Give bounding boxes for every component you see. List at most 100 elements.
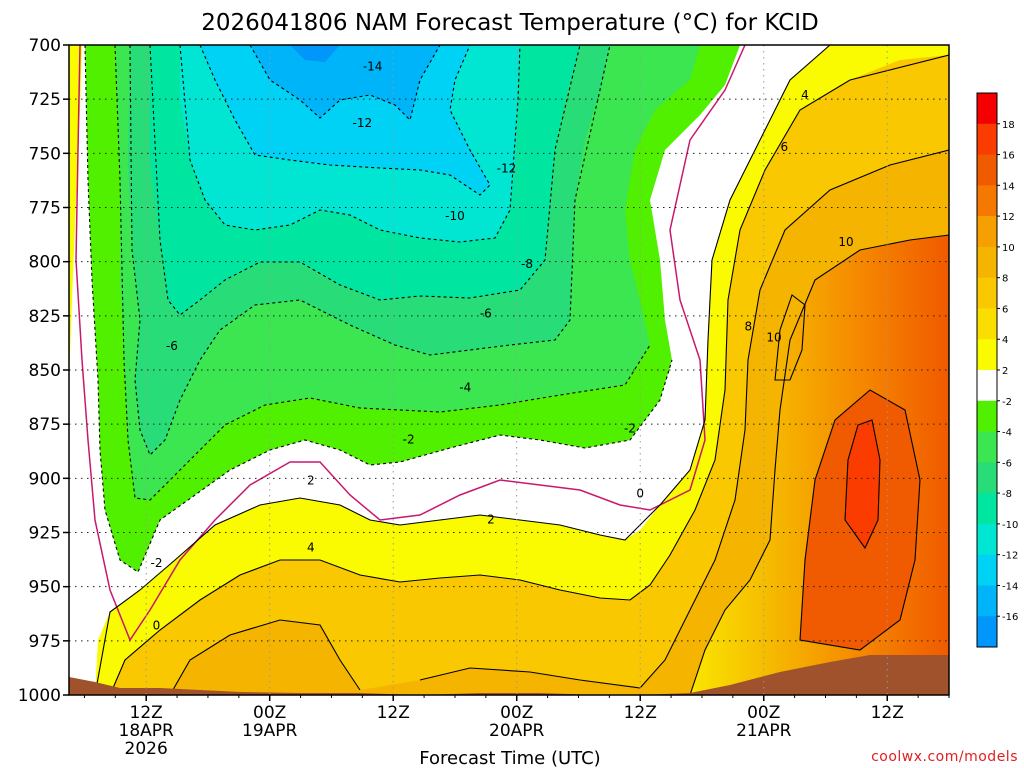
colorbar-label: 6 xyxy=(1002,304,1008,315)
contour-label: -2 xyxy=(151,556,163,570)
colorbar-swatch xyxy=(977,400,997,433)
y-tick-label: 950 xyxy=(29,578,61,598)
contour-label: 8 xyxy=(744,320,752,334)
colorbar-label: -6 xyxy=(1002,458,1012,469)
terrain-ground xyxy=(69,655,949,695)
y-tick-label: 725 xyxy=(29,90,61,110)
colorbar-swatch xyxy=(977,462,997,494)
colorbar-label: 16 xyxy=(1002,151,1015,162)
contour-label: -10 xyxy=(445,209,465,223)
colorbar-swatch xyxy=(977,93,997,125)
colorbar-swatch xyxy=(977,154,997,186)
contour-label: -12 xyxy=(497,162,517,176)
y-tick-label: 800 xyxy=(29,253,61,273)
colorbar-label: 18 xyxy=(1002,120,1015,131)
colorbar-label: -8 xyxy=(1002,489,1012,500)
colorbar-label: -14 xyxy=(1002,581,1018,592)
x-tick-label: 00Z xyxy=(747,703,780,723)
contour-label: -14 xyxy=(363,60,383,74)
y-tick-label: 750 xyxy=(29,144,61,164)
colorbar-swatch xyxy=(977,308,997,340)
y-tick-label: 900 xyxy=(29,469,61,489)
contour-label-group: -14 -12 -12 -10 -8 -6 -6 -4 -2 -2 -2 0 0 2 2 4 4 6 8 10 10 xyxy=(151,60,854,633)
contour-label: -2 xyxy=(624,422,636,436)
colorbar-label: -2 xyxy=(1002,397,1012,408)
colorbar-swatch xyxy=(977,493,997,525)
colorbar-label: -12 xyxy=(1002,551,1018,562)
contour-label: 2 xyxy=(487,513,495,527)
contour-label: 4 xyxy=(307,541,315,555)
x-tick-label: 21APR xyxy=(736,721,792,741)
colorbar-swatch xyxy=(977,246,997,279)
chart-title: 2026041806 NAM Forecast Temperature (°C)… xyxy=(201,10,819,36)
contour-zero-line xyxy=(75,45,746,642)
contour-label: -4 xyxy=(459,380,471,394)
x-tick-label: 00Z xyxy=(253,703,286,723)
contour-pos-10 xyxy=(799,389,921,651)
colorbar-swatch xyxy=(977,616,997,648)
contour-pos-2 xyxy=(94,45,831,695)
warm-peak xyxy=(845,420,880,548)
contour-dashed-neg-a xyxy=(114,45,651,501)
colorbar-label: 12 xyxy=(1002,212,1015,223)
contour-pos-12 xyxy=(844,419,881,550)
colorbar: 18 16 14 12 10 8 6 4 2 -2 -4 -6 -8 -10 -12 -14 -16 xyxy=(976,92,1018,648)
x-tick-label: 12Z xyxy=(624,703,657,723)
colorbar-swatch xyxy=(977,370,997,402)
contour-label: -6 xyxy=(166,339,178,353)
colorbar-swatch xyxy=(977,339,997,371)
contour-label: 10 xyxy=(838,235,853,249)
y-tick-label: 925 xyxy=(29,524,61,544)
x-tick-label: 19APR xyxy=(242,721,298,741)
contour-label: -8 xyxy=(521,257,533,271)
vertical-gridlines xyxy=(145,45,888,695)
contour-pos-8 xyxy=(689,234,949,695)
warm-band-orange xyxy=(170,150,949,695)
y-tick-label: 1000 xyxy=(18,686,61,706)
colorbar-label: 2 xyxy=(1002,366,1008,377)
x-tick-label: 2026 xyxy=(125,739,168,759)
x-tick-label: 12Z xyxy=(377,703,410,723)
y-tick-label: 700 xyxy=(29,36,61,56)
colorbar-swatch xyxy=(977,431,997,463)
colorbar-label: 4 xyxy=(1002,335,1008,346)
y-tick-label: 975 xyxy=(29,632,61,652)
colorbar-swatch xyxy=(977,216,997,248)
credit-text: coolwx.com/models xyxy=(871,749,1018,765)
contour-pos-4 xyxy=(109,54,949,695)
colorbar-label: -16 xyxy=(1002,612,1018,623)
contour-lines xyxy=(75,45,949,695)
y-tick-label: 875 xyxy=(29,415,61,435)
colorbar-swatch xyxy=(977,523,997,556)
y-tick-label: 850 xyxy=(29,361,61,381)
x-tick-label: 20APR xyxy=(489,721,545,741)
contour-label: -6 xyxy=(480,307,492,321)
contour-dashed-neg-g xyxy=(84,45,673,573)
colorbar-label: 14 xyxy=(1002,181,1015,192)
colorbar-swatch xyxy=(977,277,997,309)
contour-dashed-neg-c xyxy=(149,45,581,316)
colorbar-label: 10 xyxy=(1002,243,1015,254)
colorbar-label: -10 xyxy=(1002,520,1018,531)
contour-label: 0 xyxy=(153,619,161,633)
cold-region-sky-blue xyxy=(250,45,440,120)
horizontal-gridlines xyxy=(69,45,949,695)
contour-label: 4 xyxy=(801,88,809,102)
contour-label: -2 xyxy=(403,432,415,446)
contour-label: 10 xyxy=(766,331,781,345)
x-tick-label: 18APR xyxy=(119,721,175,741)
contour-label: 6 xyxy=(781,140,789,154)
x-tick-label: 12Z xyxy=(130,703,163,723)
x-axis-label: Forecast Time (UTC) xyxy=(419,748,600,768)
contour-dashed-neg-b xyxy=(129,45,611,456)
colorbar-label: -4 xyxy=(1002,428,1012,439)
y-axis: 700 725 750 775 800 825 850 875 900 925 950 975 1000 xyxy=(18,36,69,706)
colorbar-swatch xyxy=(977,554,997,586)
contour-pos-6 xyxy=(169,149,949,695)
plot-area: -14 -12 -12 -10 -8 -6 -6 -4 -2 -2 -2 0 0 2 2 4 4 6 8 10 10 xyxy=(69,45,949,695)
contour-label: 0 xyxy=(636,487,644,501)
y-tick-label: 825 xyxy=(29,307,61,327)
contour-dashed-neg-d xyxy=(179,45,521,243)
colorbar-swatch xyxy=(977,585,997,617)
